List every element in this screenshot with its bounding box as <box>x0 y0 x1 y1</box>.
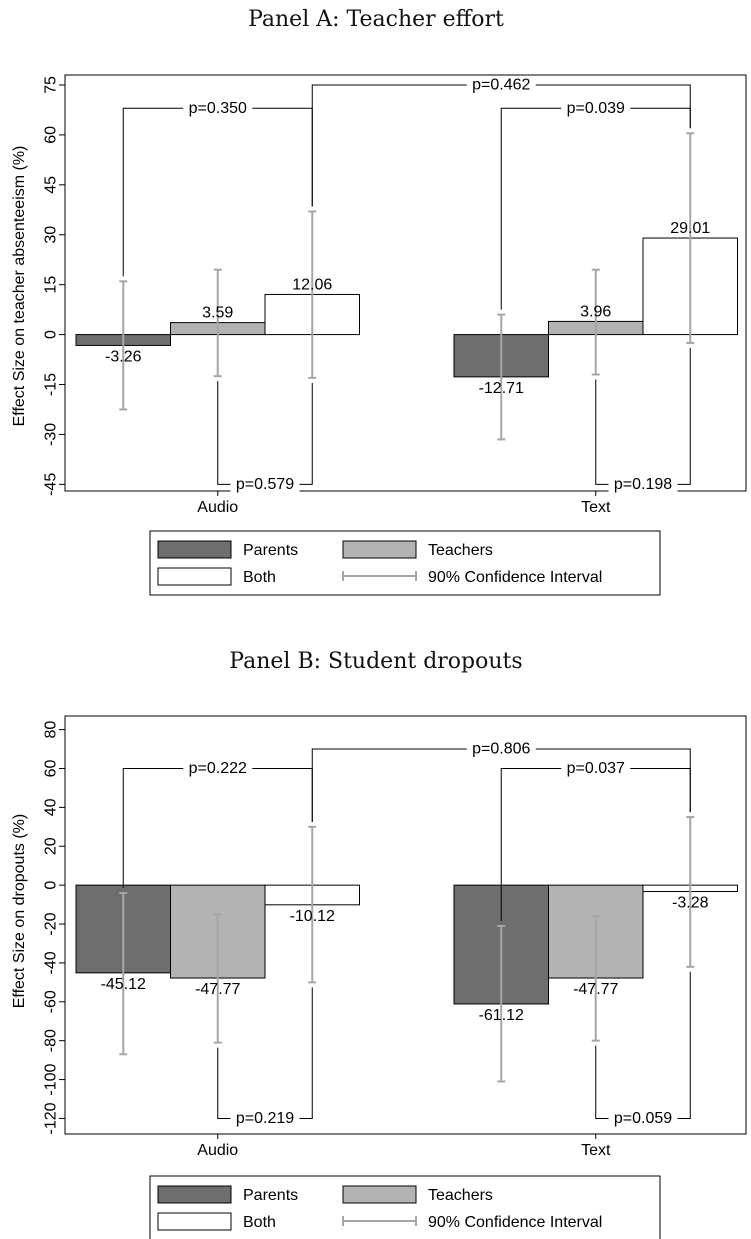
panel-a-value-label-both: 12.06 <box>292 276 332 293</box>
panel-b-value-label-parents: -45.12 <box>101 976 146 993</box>
panel-b-value-label-parents: -61.12 <box>479 1007 524 1024</box>
panel-b: Panel B: Student dropouts Effect Size on… <box>11 649 747 1239</box>
panel-a-y-tick-label: 45 <box>43 176 60 194</box>
panel-a-value-label-parents: -12.71 <box>479 380 524 397</box>
panel-a-y-tick-label: 15 <box>43 276 60 294</box>
panel-b-value-label-both: -10.12 <box>290 908 335 925</box>
panel-a-pvalue-label: p=0.579 <box>236 476 294 493</box>
panel-b-y-tick-label: 40 <box>43 798 60 816</box>
panel-a-y-tick-label: -45 <box>43 473 60 496</box>
panel-a-category-label-text: Text <box>581 499 611 516</box>
panel-a-pvalue-label-bg <box>608 475 678 494</box>
panel-b-y-tick-label: -60 <box>43 990 60 1013</box>
panel-a-plot-frame <box>64 74 747 492</box>
panel-a-legend-label-ci: 90% Confidence Interval <box>428 569 602 586</box>
panel-a-legend-label-parents: Parents <box>243 542 298 559</box>
panel-b-y-tick-label: -100 <box>43 1063 60 1095</box>
panel-b-y-tick-label: 20 <box>43 837 60 855</box>
panel-a-pvalue-label: p=0.350 <box>189 100 247 117</box>
panel-b-legend-label-both: Both <box>243 1214 276 1231</box>
panel-a-pvalue-label-bg <box>230 475 300 494</box>
panel-b-category-label-text: Text <box>581 1142 611 1159</box>
panel-a-y-tick-label: -15 <box>43 373 60 396</box>
panel-a-pvalue-label: p=0.039 <box>567 100 625 117</box>
panel-a-pvalue-label: p=0.462 <box>472 76 530 93</box>
panel-b-pvalue-label-bg <box>608 1109 678 1128</box>
panel-a-value-label-both: 29.01 <box>670 220 710 237</box>
panel-a-legend-swatch-both <box>157 567 232 586</box>
panel-a-legend-swatch-parents <box>157 540 232 559</box>
panel-b-pvalue-label-bg <box>183 759 253 778</box>
panel-b-y-tick-label: -40 <box>43 951 60 974</box>
panel-a-value-label-parents: -3.26 <box>105 348 142 365</box>
panel-b-legend-swatch-both <box>157 1212 232 1231</box>
panel-b-y-tick-label: 60 <box>43 759 60 777</box>
panel-a-y-axis-label: Effect Size on teacher absenteeism (%) <box>11 146 28 427</box>
panel-a-category-label-audio: Audio <box>197 499 238 516</box>
panel-a-pvalue-label-bg <box>561 99 631 118</box>
panel-b-pvalue-label: p=0.037 <box>567 760 625 777</box>
panel-a-marks: 75 60 45 30 15 0 -15 -30 -45 Audio Text -3.26 -12.71… <box>43 75 738 596</box>
panel-a-y-tick-label: 75 <box>43 76 60 94</box>
panel-a-legend-swatch-teachers <box>342 540 417 559</box>
panel-a-pvalue-label: p=0.198 <box>614 476 672 493</box>
panel-a-pvalue-label-bg <box>183 99 253 118</box>
panel-b-y-axis-label: Effect Size on dropouts (%) <box>11 814 28 1008</box>
panel-b-title: Panel B: Student dropouts <box>229 649 522 674</box>
panel-b-value-label-teachers: -47.77 <box>195 981 240 998</box>
panel-b-pvalue-label: p=0.219 <box>236 1110 294 1127</box>
panel-b-y-tick-label: 0 <box>43 881 60 890</box>
panel-b-marks: 80 60 40 20 0 -20 -40 -60 -80 -100 -120 Audio Text -4… <box>43 721 738 1239</box>
panel-a-value-label-teachers: 3.59 <box>202 305 233 322</box>
panel-b-y-tick-label: 80 <box>43 721 60 739</box>
panel-b-pvalue-label-bg <box>230 1109 300 1128</box>
panel-a: Panel A: Teacher effort Effect Size on t… <box>11 7 747 596</box>
panel-b-legend-label-parents: Parents <box>243 1187 298 1204</box>
panel-a-title: Panel A: Teacher effort <box>248 7 504 32</box>
panel-b-value-label-teachers: -47.77 <box>573 981 618 998</box>
panel-b-pvalue-label: p=0.222 <box>189 760 247 777</box>
panel-b-value-label-both: -3.28 <box>672 895 709 912</box>
panel-b-category-label-audio: Audio <box>197 1142 238 1159</box>
panel-b-y-tick-label: -20 <box>43 912 60 935</box>
panel-b-legend-label-teachers: Teachers <box>428 1187 493 1204</box>
panel-b-legend-swatch-teachers <box>342 1185 417 1204</box>
panel-b-pvalue-label-bg <box>561 759 631 778</box>
panel-a-legend-label-both: Both <box>243 569 276 586</box>
panel-b-pvalue-label-bg <box>466 740 536 759</box>
panel-b-legend-label-ci: 90% Confidence Interval <box>428 1214 602 1231</box>
panel-a-pvalue-label-bg <box>466 75 536 94</box>
panel-b-y-tick-label: -120 <box>43 1102 60 1134</box>
panel-a-value-label-teachers: 3.96 <box>580 303 611 320</box>
panel-a-y-tick-label: -30 <box>43 423 60 446</box>
panel-b-y-tick-label: -80 <box>43 1029 60 1052</box>
panel-b-pvalue-label: p=0.059 <box>614 1110 672 1127</box>
panel-b-pvalue-label: p=0.806 <box>472 741 530 758</box>
panel-a-y-tick-label: 0 <box>43 330 60 339</box>
panel-a-legend-label-teachers: Teachers <box>428 542 493 559</box>
panel-b-legend-swatch-parents <box>157 1185 232 1204</box>
panel-a-y-tick-label: 60 <box>43 126 60 144</box>
panel-a-y-tick-label: 30 <box>43 226 60 244</box>
